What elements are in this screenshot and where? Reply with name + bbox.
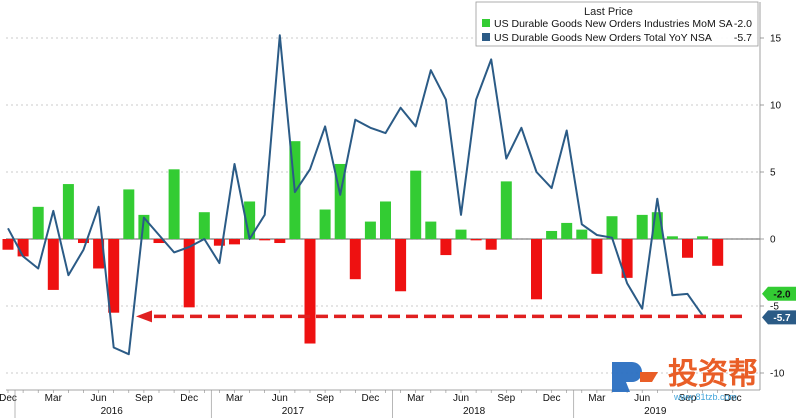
y-tick-label: 15	[770, 34, 782, 45]
watermark-logo-icon	[612, 362, 642, 392]
annotation-arrowhead-icon	[136, 310, 152, 323]
bar-2017-12	[364, 221, 376, 239]
annotation-arrow	[136, 310, 742, 323]
bar-2018-06	[455, 229, 467, 239]
bar-2018-05	[440, 239, 452, 256]
y-tick-label: -5	[770, 302, 779, 313]
bar-2016-02	[32, 206, 44, 239]
legend-value-mom: -2.0	[734, 18, 752, 30]
bar-2019-11	[712, 239, 724, 266]
bar-2016-07	[108, 239, 120, 313]
badge-yoy-label: -5.7	[773, 313, 791, 324]
x-year-label: 2018	[463, 406, 486, 417]
bar-2017-06	[274, 239, 286, 244]
bar-2018-07	[470, 239, 482, 241]
x-tick-label: Sep	[679, 393, 697, 404]
x-tick-label: Jun	[91, 393, 107, 404]
legend: Last Price US Durable Goods New Orders I…	[475, 1, 759, 47]
bar-2015-12	[2, 239, 14, 250]
bar-2016-04	[62, 184, 74, 239]
bar-2016-03	[47, 239, 59, 290]
bar-2017-01	[198, 212, 210, 239]
bar-2016-09	[138, 214, 150, 239]
bar-2016-08	[123, 189, 135, 239]
bar-2017-08	[304, 239, 316, 344]
x-tick-label: Jun	[634, 393, 650, 404]
x-tick-label: Dec	[0, 393, 17, 404]
bar-2016-10	[153, 239, 165, 244]
x-year-label: 2019	[644, 406, 667, 417]
bar-2018-04	[425, 221, 437, 239]
badge-yoy-shape	[762, 310, 796, 325]
bar-2018-03	[410, 170, 422, 239]
legend-title: Last Price	[584, 6, 633, 18]
y-axis: -10 -5 0 5 10 15	[759, 2, 785, 390]
bar-2017-09	[319, 209, 331, 239]
bar-2019-04	[606, 216, 618, 239]
x-tick-label: Dec	[180, 393, 198, 404]
y-tick-label: 10	[770, 101, 782, 112]
legend-label-yoy: US Durable Goods New Orders Total YoY NS…	[494, 32, 712, 44]
x-tick-label: Mar	[226, 393, 244, 404]
bar-2018-01	[380, 201, 391, 239]
bar-2019-08	[666, 236, 678, 239]
bar-2019-09	[682, 239, 693, 258]
x-tick-label: Mar	[407, 393, 425, 404]
bar-series	[2, 141, 724, 344]
x-tick-label: Sep	[135, 393, 153, 404]
legend-label-mom: US Durable Goods New Orders Industries M…	[494, 18, 733, 30]
x-year-label: 2017	[282, 406, 305, 417]
bar-2019-03	[591, 239, 603, 274]
y-tick-label: -10	[770, 369, 785, 380]
legend-swatch-mom	[482, 19, 490, 27]
y-tick-label: 0	[770, 235, 776, 246]
x-tick-label: Mar	[588, 393, 606, 404]
x-tick-label: Jun	[272, 393, 288, 404]
watermark-subtext: www.81tzb.com	[673, 392, 737, 402]
bar-2019-02	[576, 229, 588, 239]
badge-mom-label: -2.0	[773, 289, 791, 300]
bar-2019-05	[621, 239, 633, 278]
bar-2019-10	[697, 236, 709, 239]
x-tick-label: Sep	[497, 393, 515, 404]
bar-2017-03	[229, 239, 240, 245]
bar-2016-01	[17, 239, 29, 257]
x-tick-label: Jun	[453, 393, 469, 404]
bar-2018-09	[500, 181, 512, 239]
x-tick-label: Sep	[316, 393, 334, 404]
x-year-label: 2016	[101, 406, 124, 417]
badge-mom-shape	[762, 286, 796, 301]
legend-value-yoy: -5.7	[734, 32, 752, 44]
bar-2017-11	[349, 239, 361, 280]
bar-2019-01	[561, 222, 573, 239]
last-value-badges: -2.0 -5.7	[762, 286, 796, 325]
x-tick-label: Dec	[543, 393, 561, 404]
bar-2017-05	[259, 239, 271, 241]
watermark-text: 投资帮	[668, 357, 758, 392]
bar-2016-11	[168, 169, 180, 239]
y-tick-label: 5	[770, 168, 776, 179]
watermark-logo-accent-icon	[640, 372, 658, 382]
bar-2018-08	[485, 239, 497, 250]
bar-2018-12	[546, 230, 558, 239]
bar-2016-06	[93, 239, 105, 269]
bar-2017-02	[213, 239, 225, 246]
bar-2018-11	[531, 239, 542, 300]
bar-2017-10	[334, 163, 346, 239]
x-tick-label: Dec	[362, 393, 380, 404]
bar-2016-05	[78, 239, 89, 244]
bar-2019-06	[636, 214, 648, 239]
line-series-yoy	[7, 34, 704, 356]
watermark: 投资帮 www.81tzb.com	[612, 357, 758, 402]
x-axis: Dec Mar Jun Sep Dec Mar Jun Sep Dec Mar Jun Sep Dec M…	[0, 389, 760, 418]
bar-2019-07	[651, 212, 663, 239]
x-tick-label: Mar	[45, 393, 63, 404]
bar-2017-04	[244, 201, 256, 239]
bar-2018-02	[395, 239, 407, 292]
x-tick-label: Dec	[724, 393, 742, 404]
bar-2016-12	[183, 239, 195, 308]
legend-swatch-yoy	[482, 33, 490, 41]
